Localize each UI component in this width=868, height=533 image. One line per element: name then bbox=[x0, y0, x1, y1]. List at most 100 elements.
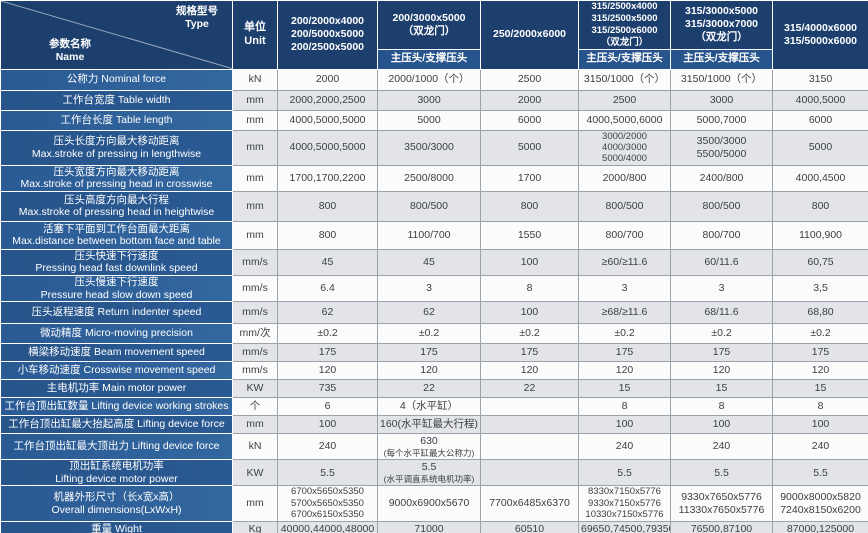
value-cell: 120 bbox=[480, 361, 579, 381]
value-cell: 1550 bbox=[480, 220, 579, 250]
param-label: 工作台顶出缸数量 Lifting device working strokes bbox=[0, 397, 233, 417]
subheader-press-heads: 主压头/支撑压头 bbox=[377, 48, 481, 70]
value-cell: 240 bbox=[670, 433, 773, 461]
value-cell bbox=[480, 433, 579, 461]
value-cell: 68/11.6 bbox=[670, 301, 773, 325]
value-cell: ≥68/≥11.6 bbox=[578, 301, 671, 325]
value-cell: 15 bbox=[578, 379, 671, 399]
value-cell: 3 bbox=[578, 275, 671, 303]
value-cell: 100 bbox=[480, 301, 579, 325]
value-cell: 1100,900 bbox=[772, 220, 868, 250]
table-row: 压头高度方向最大行程 Max.stroke of pressing head in… bbox=[0, 190, 868, 222]
value-cell: 100 bbox=[772, 415, 868, 435]
value-cell: 76500,87100 bbox=[670, 520, 773, 533]
value-cell: 100 bbox=[578, 415, 671, 435]
table-body: 公称力 Nominal force kN 2000 2000/1000（个） 2500 3… bbox=[0, 68, 868, 533]
param-label: 压头高度方向最大行程 Max.stroke of pressing head in… bbox=[0, 190, 233, 222]
value-cell: ±0.2 bbox=[377, 323, 481, 345]
param-label: 机器外形尺寸（长x宽x高） Overall dimensions(LxWxH) bbox=[0, 485, 233, 522]
value-cell: 71000 bbox=[377, 520, 481, 533]
value-cell: 3500/3000 5500/5000 bbox=[670, 129, 773, 166]
value-cell: 800/700 bbox=[670, 220, 773, 250]
param-label: 横梁移动速度 Beam movement speed bbox=[0, 343, 233, 363]
value-cell: 5000 bbox=[377, 109, 481, 131]
value-cell: 3500/3000 bbox=[377, 129, 481, 166]
param-label: 工作台长度 Table length bbox=[0, 109, 233, 131]
value-cell: 1700,1700,2200 bbox=[277, 164, 378, 192]
unit-value: mm bbox=[232, 164, 278, 192]
value-cell: 69650,74500,79350 bbox=[578, 520, 671, 533]
value-cell: 87000,125000 bbox=[772, 520, 868, 533]
unit-value: kN bbox=[232, 68, 278, 91]
param-label: 压头返程速度 Return indenter speed bbox=[0, 301, 233, 325]
unit-value: kN bbox=[232, 433, 278, 461]
unit-value: mm/次 bbox=[232, 323, 278, 345]
value-cell: 100 bbox=[277, 415, 378, 435]
table-row: 工作台宽度 Table width mm 2000,2000,2500 3000 200… bbox=[0, 89, 868, 111]
unit-value: mm bbox=[232, 485, 278, 522]
unit-value: Kg bbox=[232, 520, 278, 533]
value-cell: 15 bbox=[670, 379, 773, 399]
value-cell: 22 bbox=[377, 379, 481, 399]
unit-value: mm/s bbox=[232, 275, 278, 303]
unit-header-cell: 单位 Unit bbox=[232, 0, 278, 70]
value-cell: 175 bbox=[578, 343, 671, 363]
unit-value: mm bbox=[232, 190, 278, 222]
param-label: 重量 Wight bbox=[0, 520, 233, 533]
value-cell: 2000/800 bbox=[578, 164, 671, 192]
value-cell: 4000,5000,5000 bbox=[277, 129, 378, 166]
value-cell: 2000,2000,2500 bbox=[277, 89, 378, 111]
value-cell: 45 bbox=[277, 248, 378, 277]
value-cell: 15 bbox=[772, 379, 868, 399]
table-row: 微动精度 Micro-moving precision mm/次 ±0.2 ±0.2 ±… bbox=[0, 323, 868, 345]
unit-value: KW bbox=[232, 459, 278, 487]
value-cell: 175 bbox=[277, 343, 378, 363]
value-cell: 8 bbox=[670, 397, 773, 417]
model-header-cell: 250/2000x6000 bbox=[480, 0, 579, 70]
value-cell: 4000,5000 bbox=[772, 89, 868, 111]
value-cell: 3150/1000（个） bbox=[670, 68, 773, 91]
value-cell: 240 bbox=[578, 433, 671, 461]
value-cell: ±0.2 bbox=[578, 323, 671, 345]
value-cell: 2500 bbox=[578, 89, 671, 111]
corner-header-cell: 规格型号 Type 参数名称 Name bbox=[0, 0, 233, 70]
param-label: 公称力 Nominal force bbox=[0, 68, 233, 91]
value-cell: 800 bbox=[277, 220, 378, 250]
param-label: 主电机功率 Main motor power bbox=[0, 379, 233, 399]
value-cell: 5000,7000 bbox=[670, 109, 773, 131]
param-label: 压头宽度方向最大移动距离 Max.stroke of pressing head … bbox=[0, 164, 233, 192]
unit-value: mm bbox=[232, 89, 278, 111]
value-cell: 800 bbox=[480, 190, 579, 222]
model-header-cell: 200/2000x4000 200/5000x5000 200/2500x5000 bbox=[277, 0, 378, 70]
value-cell: 120 bbox=[277, 361, 378, 381]
value-cell: ±0.2 bbox=[277, 323, 378, 345]
value-cell: 2500 bbox=[480, 68, 579, 91]
value-cell: 630 (每个水平缸最大公称力) bbox=[377, 433, 481, 461]
value-cell bbox=[480, 459, 579, 487]
value-cell: 800/500 bbox=[578, 190, 671, 222]
value-cell: 1100/700 bbox=[377, 220, 481, 250]
value-cell: 68,80 bbox=[772, 301, 868, 325]
value-cell: 60,75 bbox=[772, 248, 868, 277]
value-cell: 8 bbox=[578, 397, 671, 417]
value-cell: 160(水平缸最大行程) bbox=[377, 415, 481, 435]
value-cell: 100 bbox=[480, 248, 579, 277]
value-cell: 800 bbox=[772, 190, 868, 222]
table-row: 工作台顶出缸最大抬起高度 Lifting device force mm 100 16… bbox=[0, 415, 868, 435]
header-type-label: 规格型号 Type bbox=[176, 5, 218, 31]
value-cell: 3000 bbox=[670, 89, 773, 111]
value-cell: 6.4 bbox=[277, 275, 378, 303]
param-label: 压头快速下行速度 Pressing head fast downlink spee… bbox=[0, 248, 233, 277]
value-cell: 60510 bbox=[480, 520, 579, 533]
value-cell: 2000 bbox=[277, 68, 378, 91]
unit-value: KW bbox=[232, 379, 278, 399]
value-cell: 62 bbox=[277, 301, 378, 325]
value-cell: 3 bbox=[377, 275, 481, 303]
value-cell: 175 bbox=[772, 343, 868, 363]
model-header-cell: 315/4000x6000 315/5000x6000 bbox=[772, 0, 868, 70]
value-cell: 5.5 bbox=[277, 459, 378, 487]
value-cell: 120 bbox=[670, 361, 773, 381]
param-label: 压头长度方向最大移动距离 Max.stroke of pressing in le… bbox=[0, 129, 233, 166]
table-header: 规格型号 Type 参数名称 Name 单位 Unit 200/2000x400… bbox=[0, 0, 868, 70]
